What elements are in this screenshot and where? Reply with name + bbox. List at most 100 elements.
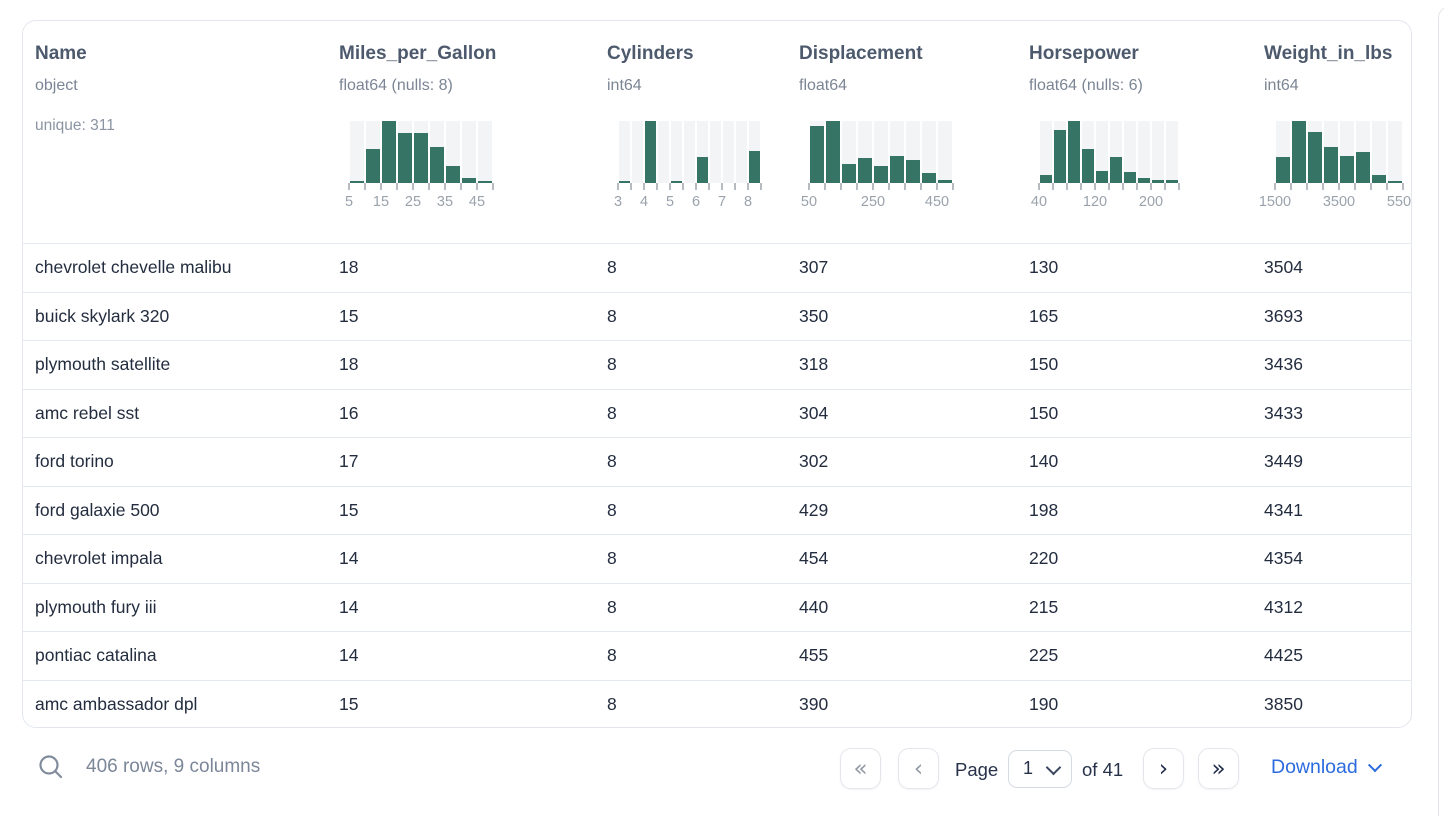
cell-name: amc rebel sst xyxy=(35,402,140,423)
cell-miles-per-gallon: 14 xyxy=(339,548,359,568)
column-title: Miles_per_Gallon xyxy=(339,43,497,64)
tick-mark xyxy=(1178,183,1180,190)
histogram-displacement[interactable]: 50 250 450 xyxy=(801,121,954,214)
histogram-slot xyxy=(1324,121,1338,183)
cell-horsepower: 150 xyxy=(1029,354,1059,374)
first-page-button[interactable]: « xyxy=(840,748,881,789)
cell-horsepower: 225 xyxy=(1029,645,1059,665)
tick-mark xyxy=(1274,183,1276,190)
cell-miles-per-gallon: 15 xyxy=(339,693,359,714)
tick-mark xyxy=(721,183,723,190)
previous-page-button[interactable]: ‹ xyxy=(898,748,939,789)
tick-mark xyxy=(669,183,671,190)
tick-mark xyxy=(1038,183,1040,190)
histogram-slot xyxy=(414,121,428,183)
tick-mark xyxy=(1402,183,1404,190)
tick-label: 450 xyxy=(924,194,950,210)
histogram-slot xyxy=(1082,121,1094,183)
tick-mark xyxy=(364,183,366,190)
cell-miles-per-gallon: 16 xyxy=(339,402,359,423)
histogram-bar xyxy=(874,166,888,183)
histogram-bar xyxy=(1124,172,1136,183)
histogram-slot xyxy=(645,121,656,183)
cell-cylinders: 8 xyxy=(607,596,617,617)
cell-miles-per-gallon: 18 xyxy=(339,354,359,374)
tick-mark xyxy=(1338,183,1340,190)
histogram-slot xyxy=(446,121,460,183)
page-number-select[interactable]: 1 xyxy=(1008,750,1072,788)
tick-mark xyxy=(1370,183,1372,190)
tick-mark xyxy=(412,183,414,190)
cell-horsepower: 215 xyxy=(1029,596,1059,617)
tick-mark xyxy=(476,183,478,190)
dataframe-card: Name object unique: 311 Miles_per_Gallon flo… xyxy=(22,20,1412,728)
tick-mark xyxy=(904,183,906,190)
histogram-slot xyxy=(1068,121,1080,183)
cell-weight-in-lbs: 4341 xyxy=(1264,499,1303,520)
cell-name: plymouth fury iii xyxy=(35,596,157,617)
histogram-bar xyxy=(1040,175,1052,183)
tick-mark xyxy=(936,183,938,190)
histogram-slot xyxy=(462,121,476,183)
histogram-bar xyxy=(890,156,904,183)
cell-cylinders: 8 xyxy=(607,499,617,520)
last-page-button[interactable]: » xyxy=(1198,748,1239,789)
histogram-slot xyxy=(1054,121,1066,183)
histogram-bar xyxy=(1082,149,1094,183)
histogram-slot xyxy=(736,121,747,183)
cell-miles-per-gallon: 18 xyxy=(339,257,359,277)
search-icon xyxy=(37,755,65,784)
histogram-slot xyxy=(658,121,669,183)
tick-mark xyxy=(840,183,842,190)
tick-label: 35 xyxy=(436,194,454,210)
histogram-slot xyxy=(1138,121,1150,183)
table-header: Name object unique: 311 Miles_per_Gallon flo… xyxy=(23,21,1411,244)
tick-mark xyxy=(872,183,874,190)
cell-horsepower: 165 xyxy=(1029,305,1059,326)
histogram-weight-in-lbs[interactable]: 1500 3500 5500 xyxy=(1259,121,1411,214)
histogram-bar xyxy=(478,181,492,183)
row-column-summary: 406 rows, 9 columns xyxy=(86,756,261,777)
cell-weight-in-lbs: 3693 xyxy=(1264,305,1303,326)
histogram-bar xyxy=(1324,147,1338,183)
table-row: chevrolet chevelle malibu 18 8 307 130 3504 xyxy=(23,244,1411,293)
table-row: ford torino 17 8 302 140 3449 xyxy=(23,438,1411,487)
cell-displacement: 318 xyxy=(799,354,829,374)
cell-name: buick skylark 320 xyxy=(35,305,170,326)
histogram-tick-labels: 50 250 450 xyxy=(801,194,952,214)
next-page-button[interactable]: › xyxy=(1143,748,1184,789)
cell-miles-per-gallon: 15 xyxy=(339,499,359,520)
download-button[interactable]: Download xyxy=(1271,756,1382,779)
cell-displacement: 304 xyxy=(799,402,829,423)
histogram-slot xyxy=(874,121,888,183)
histogram-slot xyxy=(697,121,708,183)
page-number-value: 1 xyxy=(1023,758,1034,778)
histogram-bars xyxy=(1040,121,1178,183)
histogram-bar xyxy=(1054,130,1066,183)
tick-mark xyxy=(444,183,446,190)
histogram-slot xyxy=(1276,121,1290,183)
tick-mark xyxy=(1164,183,1166,190)
cell-name: ford torino xyxy=(35,451,114,471)
histogram-bar xyxy=(697,157,708,183)
histogram-slot xyxy=(366,121,380,183)
page-count-label: of 41 xyxy=(1082,759,1124,780)
histogram-miles-per-gallon[interactable]: 5 15 25 35 45 xyxy=(345,121,494,214)
tick-mark xyxy=(1108,183,1110,190)
column-extra: unique: 311 xyxy=(35,117,115,134)
tick-label: 8 xyxy=(743,194,753,210)
histogram-horsepower[interactable]: 40 120 200 xyxy=(1031,121,1180,214)
adjacent-panel-edge xyxy=(1438,6,1444,816)
tick-label: 15 xyxy=(372,194,390,210)
histogram-bar xyxy=(645,121,656,183)
histogram-slot xyxy=(430,121,444,183)
tick-mark xyxy=(952,183,954,190)
tick-mark xyxy=(617,183,619,190)
histogram-bar xyxy=(1292,121,1306,183)
column-dtype: float64 (nulls: 8) xyxy=(339,77,453,94)
table-row: amc ambassador dpl 15 8 390 190 3850 xyxy=(23,681,1411,728)
search-button[interactable] xyxy=(36,753,66,783)
tick-mark xyxy=(630,183,632,190)
cell-weight-in-lbs: 4354 xyxy=(1264,548,1303,568)
